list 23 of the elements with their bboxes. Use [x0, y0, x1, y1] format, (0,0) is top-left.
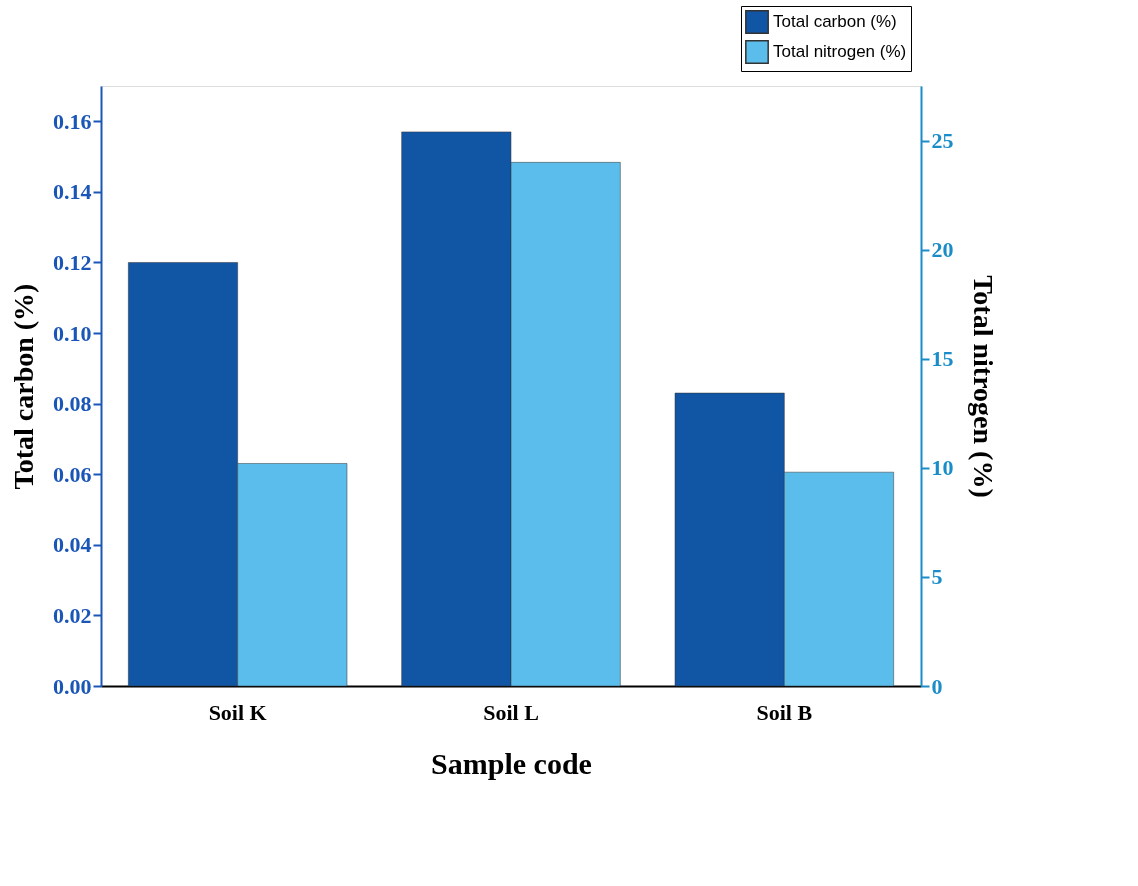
y2-tick-label: 20 — [931, 237, 954, 263]
x-tick-label: Soil K — [208, 699, 267, 725]
y-tick-label: 0.16 — [53, 108, 92, 134]
y2-tick-label: 25 — [931, 128, 954, 154]
legend-label: Total nitrogen (%) — [773, 42, 907, 61]
y-tick-label: 0.08 — [53, 391, 92, 417]
y2-tick-label: 0 — [931, 673, 943, 699]
y-tick-label: 0.14 — [53, 179, 92, 205]
y2-axis-title: Total nitrogen (%) — [967, 275, 999, 498]
x-tick-label: Soil B — [756, 699, 813, 725]
y-tick-label: 0.12 — [53, 249, 92, 275]
x-tick-label: Soil L — [483, 699, 539, 725]
y2-tick-label: 10 — [931, 455, 954, 481]
y2-tick-label: 15 — [931, 346, 954, 372]
y-axis-title: Total carbon (%) — [8, 283, 39, 490]
y-tick-label: 0.00 — [53, 673, 92, 699]
y-tick-label: 0.04 — [53, 532, 92, 558]
x-axis-title: Sample code — [431, 746, 592, 780]
legend-label: Total carbon (%) — [773, 12, 897, 31]
y-tick-label: 0.02 — [53, 602, 92, 628]
y-tick-label: 0.10 — [53, 320, 92, 346]
y-tick-label: 0.06 — [53, 461, 92, 487]
y2-tick-label: 5 — [931, 564, 943, 590]
